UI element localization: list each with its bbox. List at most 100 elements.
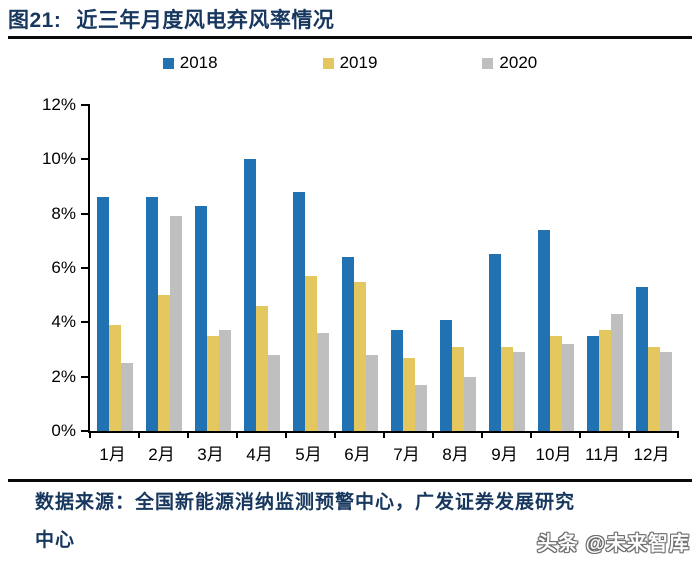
bar-2018-9月 — [488, 254, 501, 431]
bar-2020-11月 — [610, 314, 623, 431]
x-tick-mark-2 — [186, 431, 189, 438]
x-tick-label-1月: 1月 — [99, 445, 126, 464]
x-tick-mark-6 — [383, 431, 385, 438]
legend-label-2018: 2018 — [179, 53, 218, 72]
bar-groups — [90, 105, 678, 431]
bar-2020-12月 — [659, 352, 672, 431]
bar-group-12月 — [629, 105, 678, 431]
x-tick-label-7月: 7月 — [393, 445, 420, 464]
bar-2018-12月 — [635, 287, 648, 431]
bar-2018-3月 — [194, 205, 207, 431]
bar-group-1月 — [90, 105, 139, 431]
bar-2019-3月 — [206, 335, 219, 431]
bar-group-7月 — [384, 105, 433, 431]
bar-2019-9月 — [500, 346, 513, 431]
legend-item-2019: 2019 — [322, 53, 377, 73]
figure-label: 图21: — [8, 9, 62, 32]
bar-group-10月 — [531, 105, 580, 431]
x-tick-label-6月: 6月 — [344, 445, 371, 464]
bar-2020-1月 — [120, 363, 133, 431]
bar-group-5月 — [286, 105, 335, 431]
y-tick-label-8%: 8% — [51, 203, 76, 223]
y-tick-label-0%: 0% — [51, 421, 76, 440]
bar-2019-8月 — [451, 346, 464, 431]
legend-item-2018: 2018 — [162, 53, 218, 73]
figure-title-text: 近三年月度风电弃风率情况 — [76, 9, 335, 32]
y-axis-labels: 0% 2% 4% 6% 8% 10% 12% — [0, 96, 76, 440]
legend-item-2020: 2020 — [482, 53, 537, 73]
x-tick-label-10月: 10月 — [535, 445, 572, 464]
bar-2020-5月 — [316, 333, 329, 431]
bar-2020-4月 — [267, 354, 280, 431]
bar-group-6月 — [335, 105, 384, 431]
bar-group-9月 — [482, 105, 531, 431]
x-tick-mark-10 — [579, 431, 581, 438]
bar-2018-6月 — [341, 257, 354, 431]
bar-2019-6月 — [353, 281, 366, 431]
bar-2019-5月 — [304, 276, 317, 431]
bar-group-3月 — [188, 105, 237, 431]
bar-2019-12月 — [647, 346, 660, 431]
x-axis-labels: 1月 2月 3月 4月 5月 6月 7月 8月 9月 10月 11月 12月 — [88, 440, 676, 465]
x-tick-mark-5 — [334, 431, 336, 438]
x-tick-mark-12 — [677, 431, 679, 438]
bar-2019-1月 — [108, 325, 121, 431]
bar-2018-11月 — [586, 335, 599, 431]
legend-swatch-2019 — [322, 57, 334, 69]
bar-2020-9月 — [512, 352, 525, 431]
y-tick-mark-6% — [81, 267, 90, 269]
y-tick-mark-2% — [81, 375, 90, 378]
x-tick-mark-11 — [628, 431, 630, 438]
bar-2019-7月 — [402, 357, 415, 431]
bar-2020-10月 — [561, 344, 574, 431]
legend-swatch-2018 — [162, 57, 174, 69]
watermark: 头条 @未来智库 — [536, 533, 690, 555]
y-tick-mark-8% — [81, 212, 90, 215]
y-tick-label-10%: 10% — [41, 149, 76, 169]
legend-label-2020: 2020 — [499, 53, 538, 72]
bar-2020-6月 — [365, 354, 378, 431]
bar-2018-5月 — [292, 191, 305, 431]
bar-group-4月 — [237, 105, 286, 431]
x-tick-label-4月: 4月 — [246, 445, 273, 464]
bar-2018-1月 — [96, 197, 109, 431]
y-tick-mark-0% — [81, 430, 90, 432]
x-tick-mark-8 — [480, 431, 483, 438]
x-tick-label-12月: 12月 — [633, 445, 670, 464]
bar-2020-7月 — [414, 384, 427, 431]
x-tick-label-3月: 3月 — [197, 445, 224, 464]
x-tick-label-2月: 2月 — [148, 445, 175, 464]
x-tick-mark-4 — [284, 431, 287, 438]
bar-2020-2月 — [169, 216, 182, 431]
y-tick-label-12%: 12% — [41, 95, 76, 114]
y-tick-label-4%: 4% — [51, 312, 76, 332]
data-source: 数据来源：全国新能源消纳监测预警中心，广发证券发展研究 中心 — [35, 484, 675, 560]
bar-group-8月 — [433, 105, 482, 431]
bar-group-2月 — [139, 105, 188, 431]
y-tick-mark-4% — [81, 321, 90, 324]
plot-area — [81, 104, 679, 438]
x-tick-mark-1 — [137, 431, 140, 438]
bar-2018-2月 — [145, 197, 158, 431]
legend-swatch-2020 — [482, 57, 494, 69]
x-tick-label-11月: 11月 — [585, 445, 620, 464]
title-divider — [8, 36, 692, 39]
bar-2018-10月 — [537, 229, 550, 431]
x-tick-mark-9 — [530, 431, 532, 438]
x-tick-mark-0 — [89, 431, 91, 438]
x-tick-mark-7 — [432, 431, 434, 438]
data-source-line2: 中心 — [35, 530, 76, 551]
x-tick-mark-3 — [236, 431, 238, 438]
figure-title: 图21: 近三年月度风电弃风率情况 — [8, 4, 334, 34]
bar-2020-3月 — [218, 330, 231, 431]
bar-2019-2月 — [157, 295, 170, 431]
x-tick-label-9月: 9月 — [491, 445, 518, 464]
bar-2018-7月 — [390, 330, 403, 431]
bar-2018-4月 — [243, 159, 256, 431]
bar-2019-10月 — [549, 335, 562, 431]
y-tick-label-2%: 2% — [51, 366, 76, 386]
y-tick-label-6%: 6% — [51, 258, 76, 277]
bar-2019-11月 — [598, 330, 611, 431]
bar-2019-4月 — [255, 306, 268, 431]
bar-group-11月 — [580, 105, 629, 431]
